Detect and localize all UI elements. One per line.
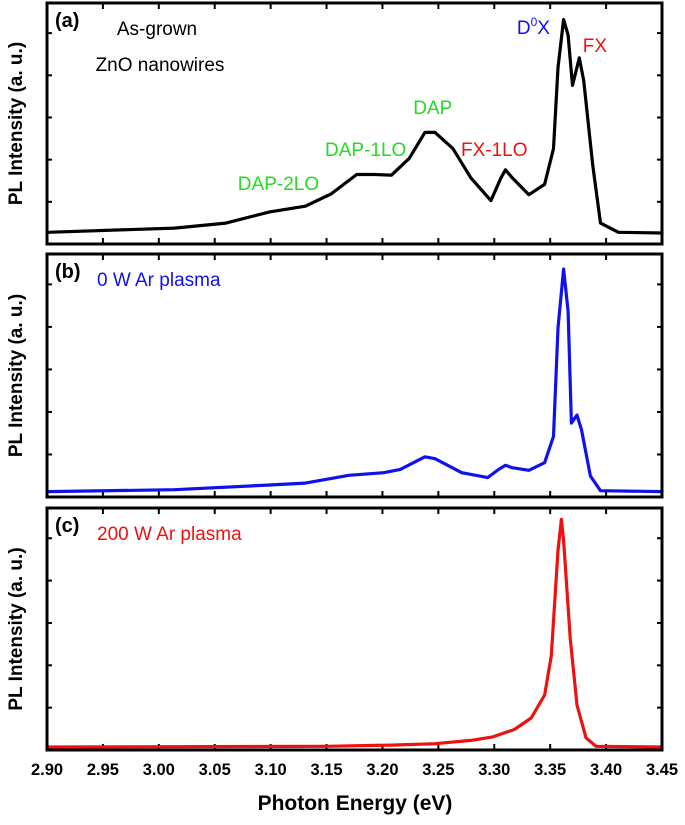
x-tick-label: 2.95	[87, 761, 119, 779]
panel-b: (b) 0 W Ar plasma PL Intensity (a. u.)	[6, 252, 664, 499]
panel-tag: (b)	[55, 261, 81, 283]
plot-frame	[45, 506, 664, 752]
spectrum-line	[48, 267, 663, 494]
y-axis-label: PL Intensity (a. u.)	[6, 294, 27, 457]
plot-frame	[45, 1, 664, 246]
x-tick-label: 2.90	[31, 761, 63, 779]
x-tick-label: 3.15	[310, 761, 342, 779]
peak-label: DAP-1LO	[325, 140, 406, 161]
panel-a: (a) As-grown ZnO nanowires DAP-2LO DAP-1LO DA…	[6, 1, 664, 246]
peak-label: DAP-2LO	[238, 174, 319, 195]
sample-label: As-grown	[117, 19, 197, 40]
superscript: 0	[531, 15, 538, 29]
x-tick-label: 3.00	[143, 761, 175, 779]
x-tick-label: 3.45	[646, 761, 678, 779]
peak-label-tail: X	[537, 18, 550, 39]
plot-frame	[45, 252, 664, 499]
peak-label: FX-1LO	[461, 140, 528, 161]
x-axis-label: Photon Energy (eV)	[258, 792, 453, 815]
panel-tag: (c)	[55, 515, 79, 537]
x-tick-label: 3.35	[534, 761, 566, 779]
x-tick-label: 3.25	[422, 761, 454, 779]
sample-label: ZnO nanowires	[96, 55, 225, 76]
spectrum-line	[48, 18, 663, 235]
panel-tag: (a)	[55, 10, 79, 32]
peak-label: D0X	[517, 15, 550, 39]
x-tick-label: 3.20	[366, 761, 398, 779]
y-axis-label: PL Intensity (a. u.)	[6, 42, 27, 205]
panel-c: (c) 200 W Ar plasma PL Intensity (a. u.)	[6, 506, 664, 752]
peak-label: FX	[583, 36, 608, 57]
sample-label: 200 W Ar plasma	[97, 524, 242, 545]
sample-label: 0 W Ar plasma	[97, 270, 221, 291]
spectrum-line	[48, 517, 663, 749]
x-tick-label: 3.05	[199, 761, 231, 779]
x-tick-label: 3.10	[255, 761, 287, 779]
x-tick-label: 3.40	[590, 761, 622, 779]
x-tick-label: 3.30	[478, 761, 510, 779]
peak-label: DAP	[413, 98, 452, 119]
y-axis-label: PL Intensity (a. u.)	[6, 547, 27, 710]
